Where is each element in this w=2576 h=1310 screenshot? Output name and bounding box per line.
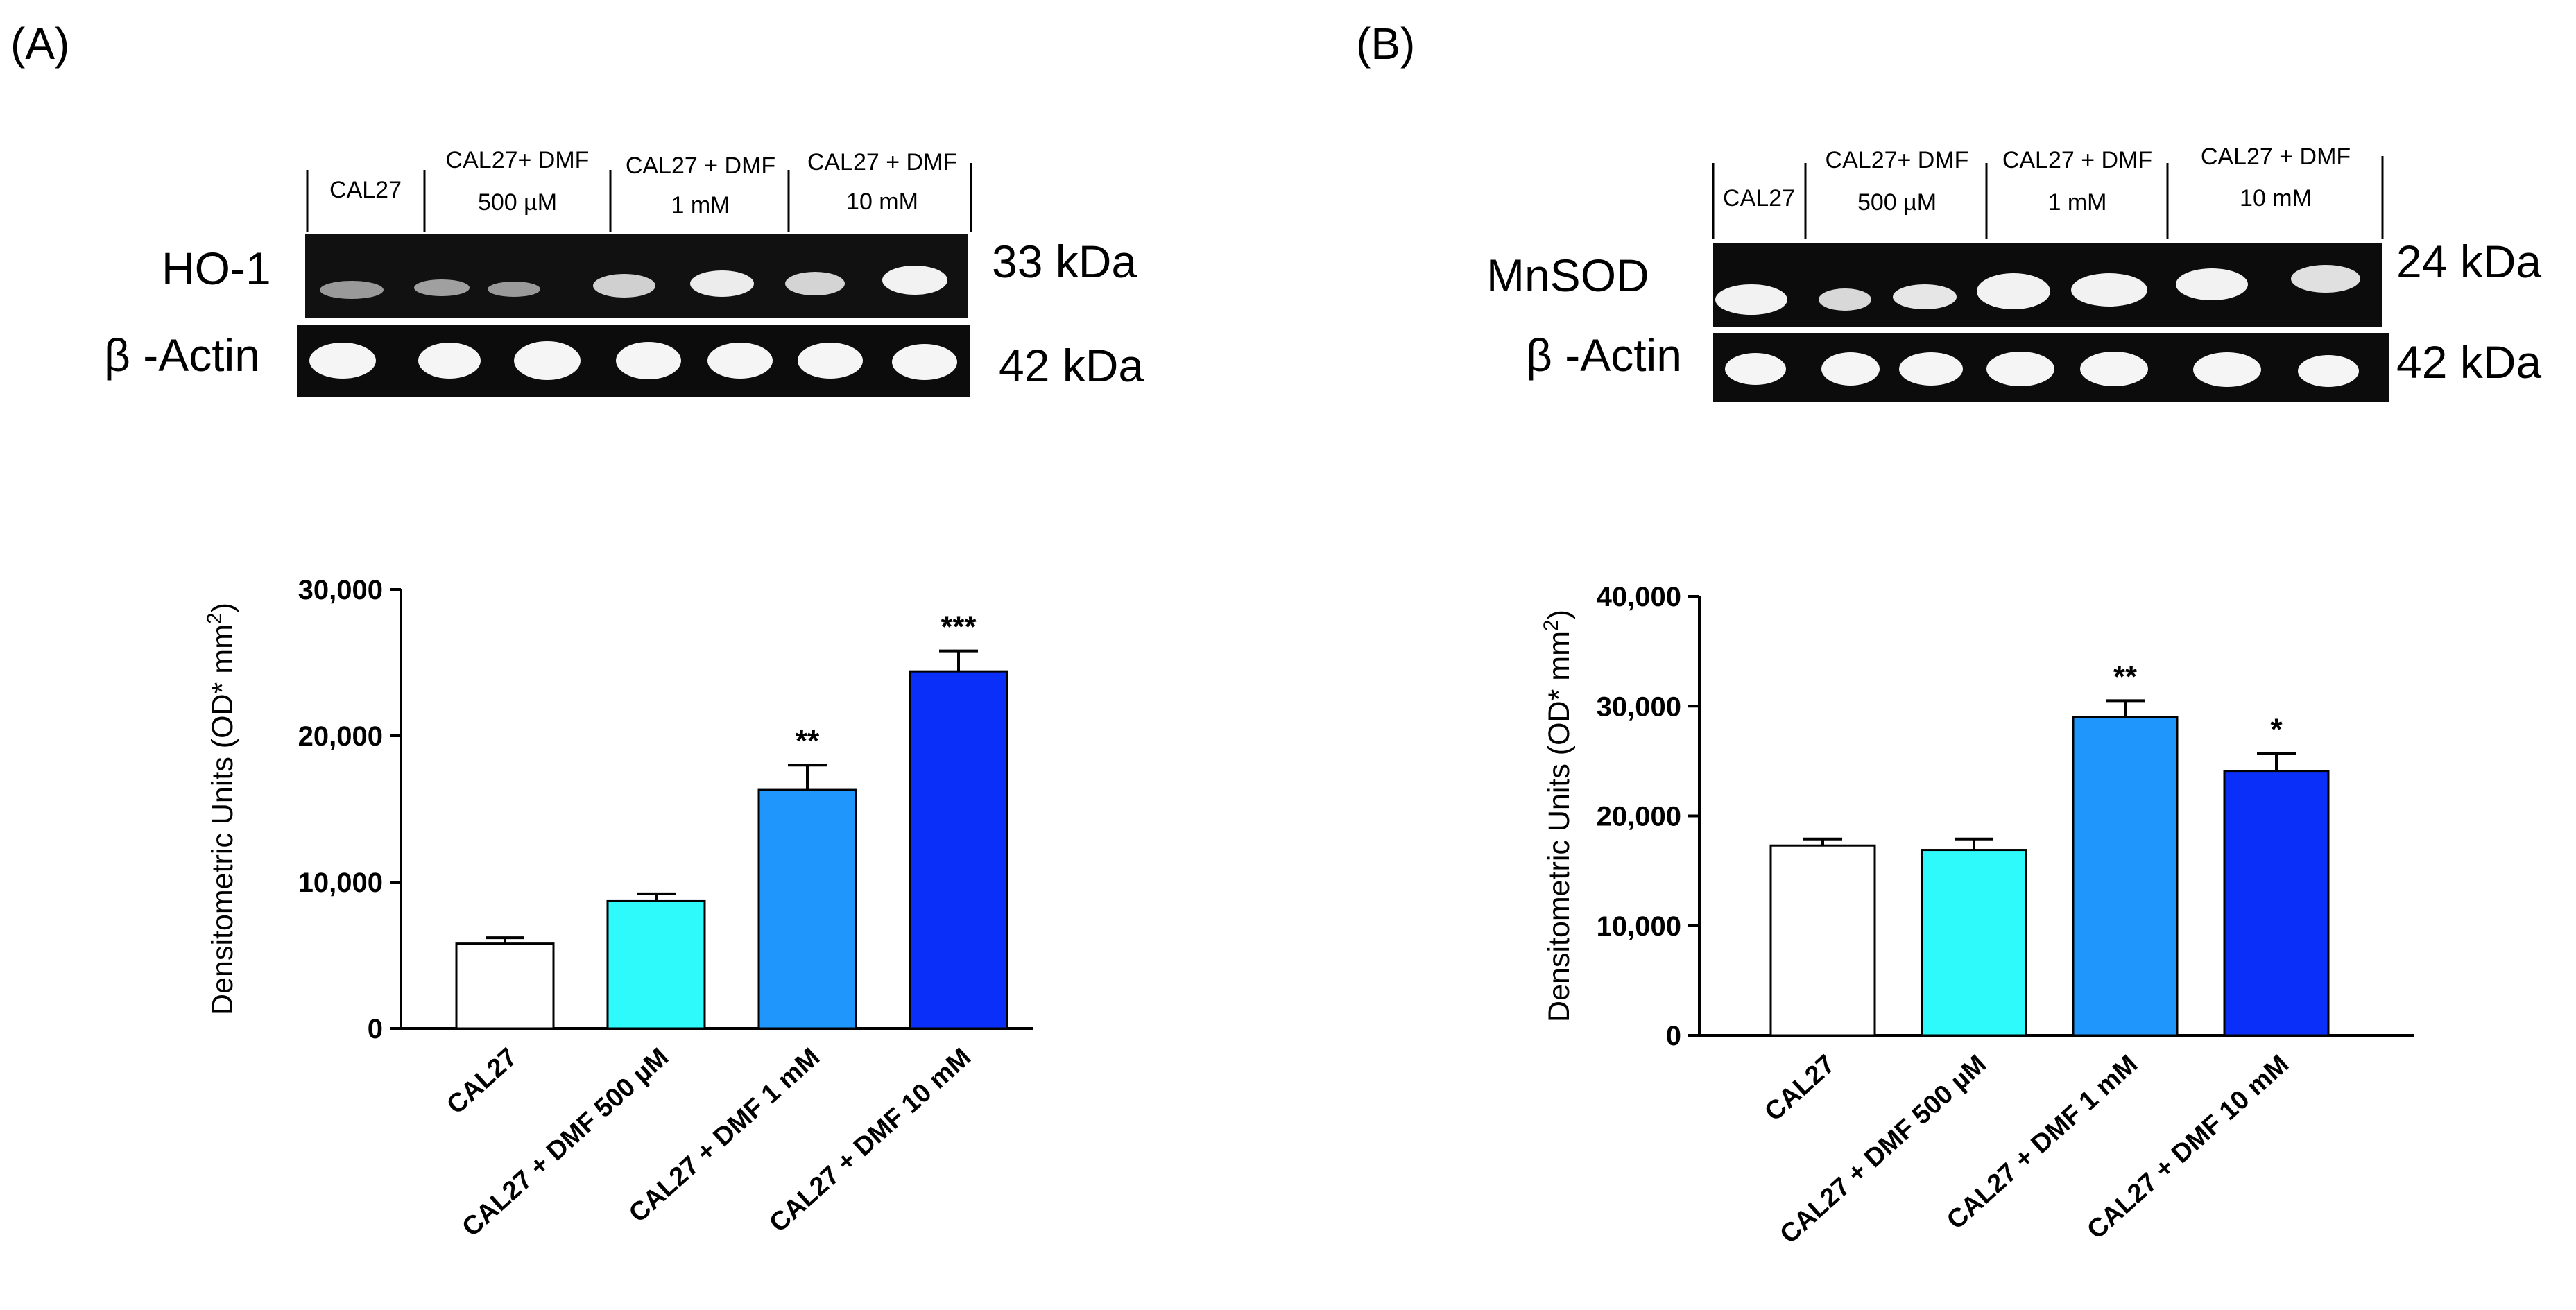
lane-label: 1 mM	[2048, 189, 2107, 216]
y-tick-label: 10,000	[298, 868, 383, 898]
protein-label: β -Actin	[104, 329, 260, 381]
lane-label: CAL27 + DMF	[807, 149, 957, 175]
bar	[757, 788, 857, 1030]
bar	[909, 670, 1008, 1030]
y-tick-label: 20,000	[1597, 802, 1681, 832]
significance-label: *	[2270, 712, 2283, 746]
protein-label: HO-1	[162, 243, 271, 294]
y-tick-label: 30,000	[1597, 691, 1681, 722]
y-axis-label: Densitometric Units (OD* mm2)	[203, 603, 239, 1015]
bar	[455, 942, 555, 1030]
lane-label: CAL27+ DMF	[446, 147, 590, 173]
lane-label: 500 µM	[478, 189, 557, 216]
actin-bands-b	[1725, 352, 2359, 387]
ho1-bands	[320, 266, 947, 299]
lane-label: CAL27	[329, 177, 402, 203]
lane-label: CAL27	[1723, 185, 1795, 212]
panel-a-letter: (A)	[10, 19, 69, 69]
protein-label: MnSOD	[1486, 250, 1649, 301]
actin-bands-a	[309, 341, 957, 380]
lane-label: CAL27 + DMF	[2002, 147, 2152, 173]
lane-label: CAL27 + DMF	[2201, 144, 2351, 170]
lane-label: 10 mM	[846, 189, 918, 215]
y-axis-label: Densitometric Units (OD* mm2)	[1540, 610, 1576, 1022]
panel-b-letter: (B)	[1356, 19, 1415, 69]
significance-label: **	[796, 724, 820, 758]
significance-label: ***	[941, 610, 977, 644]
kda-label: 42 kDa	[2396, 336, 2541, 388]
kda-label: 42 kDa	[999, 340, 1144, 391]
y-tick-label: 0	[1666, 1021, 1681, 1051]
category-label: CAL27	[441, 1042, 523, 1120]
panel-a: (A) CAL27 CAL27+ DMF 500 µM CAL27 + DMF …	[10, 19, 1144, 397]
lane-label: CAL27+ DMF	[1826, 147, 1969, 173]
bar	[1921, 849, 2027, 1037]
bar-chart-b: 0 10,000 20,000 30,000 40,000 Densitometric U…	[1540, 582, 2414, 1250]
lane-label: 500 µM	[1857, 189, 1937, 216]
panel-b: (B) CAL27 CAL27+ DMF 500 µM CAL27 + DMF …	[1356, 19, 2541, 402]
kda-label: 24 kDa	[2396, 236, 2541, 287]
y-tick-label: 0	[368, 1014, 383, 1044]
mnsod-bands	[1715, 265, 2360, 315]
category-label: CAL27	[1759, 1049, 1841, 1127]
lane-label: 10 mM	[2240, 185, 2312, 212]
protein-label: β -Actin	[1526, 329, 1682, 381]
y-tick-label: 20,000	[298, 721, 383, 752]
panel-a-lane-header: CAL27 CAL27+ DMF 500 µM CAL27 + DMF 1 mM…	[306, 147, 972, 232]
significance-label: **	[2113, 660, 2138, 693]
lane-label: CAL27 + DMF	[626, 153, 775, 179]
kda-label: 33 kDa	[992, 236, 1137, 287]
panel-b-lane-header: CAL27 CAL27+ DMF 500 µM CAL27 + DMF 1 mM…	[1712, 144, 2384, 239]
bar	[1769, 844, 1876, 1037]
bar	[2072, 716, 2179, 1037]
y-tick-label: 10,000	[1597, 911, 1681, 942]
bar	[606, 899, 706, 1030]
bar-chart-a: 0 10,000 20,000 30,000 Densitometric Units (…	[203, 575, 1033, 1243]
y-tick-label: 40,000	[1597, 582, 1681, 612]
lane-label: 1 mM	[671, 192, 730, 218]
y-tick-label: 30,000	[298, 575, 383, 605]
bar	[2223, 770, 2330, 1037]
